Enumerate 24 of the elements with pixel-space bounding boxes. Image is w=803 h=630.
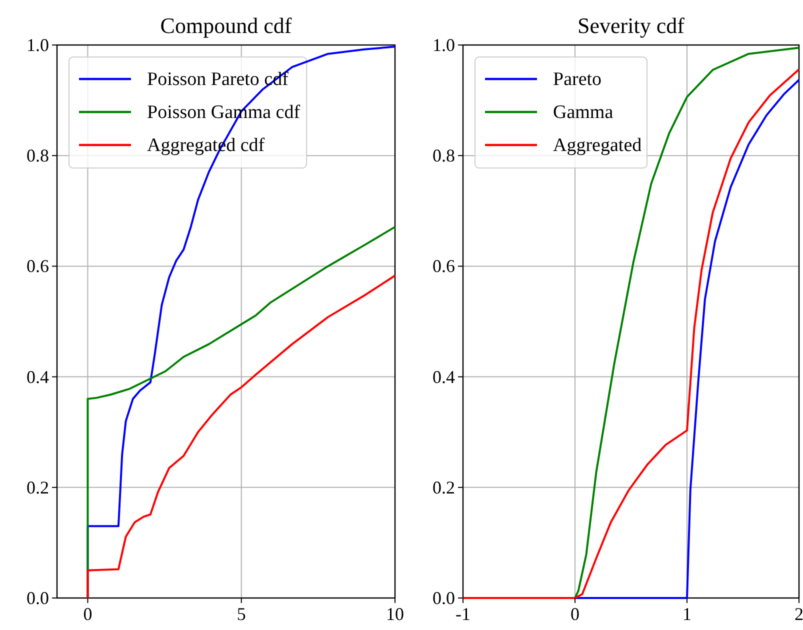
y-tick-label: 0.6: [26, 256, 49, 276]
x-tick-label: 1: [682, 604, 692, 624]
y-tick-label: 0.2: [26, 477, 49, 498]
legend-label: Gamma: [553, 102, 614, 123]
chart-title: Compound cdf: [160, 13, 292, 38]
x-tick-label: -1: [456, 604, 470, 624]
x-tick-label: 10: [386, 604, 404, 624]
y-tick-label: 0.2: [432, 477, 455, 498]
y-tick-label: 1.0: [432, 35, 455, 55]
legend-label: Aggregated: [553, 135, 642, 156]
chart-title: Severity cdf: [578, 13, 686, 38]
x-tick-label: 2: [794, 604, 803, 624]
y-tick-label: 0.0: [26, 588, 49, 608]
y-tick-label: 0.8: [26, 146, 49, 166]
y-tick-label: 0.4: [26, 366, 49, 387]
x-tick-label: 0: [570, 604, 580, 624]
y-tick-label: 0.6: [432, 256, 455, 276]
y-tick-label: 0.8: [432, 146, 455, 166]
x-tick-label: 0: [83, 604, 92, 624]
x-tick-label: 5: [236, 604, 246, 624]
legend-label: Pareto: [553, 69, 602, 90]
y-tick-label: 1.0: [26, 35, 49, 55]
y-tick-label: 0.4: [432, 366, 455, 387]
y-tick-label: 0.0: [432, 588, 455, 608]
